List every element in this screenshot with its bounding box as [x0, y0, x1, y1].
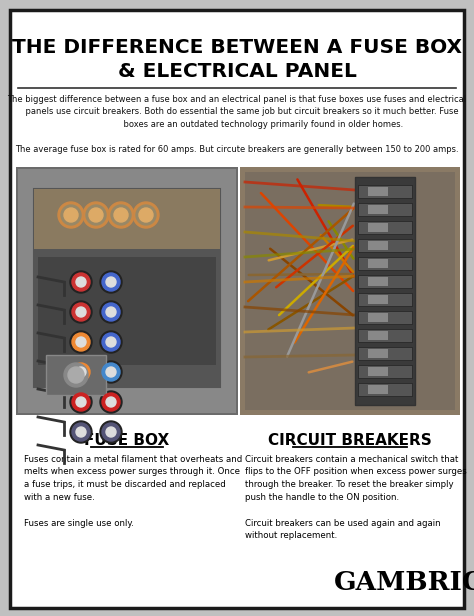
Circle shape	[102, 333, 120, 351]
Circle shape	[70, 361, 92, 383]
Bar	[368, 277, 388, 286]
Circle shape	[64, 363, 88, 387]
Circle shape	[106, 367, 116, 377]
Circle shape	[100, 421, 122, 443]
Bar	[358, 329, 412, 342]
Bar	[358, 365, 412, 378]
Bar	[368, 385, 388, 394]
Bar	[368, 349, 388, 358]
Circle shape	[64, 208, 78, 222]
Bar	[240, 167, 460, 415]
Circle shape	[72, 303, 90, 321]
Bar	[368, 259, 388, 268]
Text: Fuses contain a metal filament that overheats and
melts when excess power surges: Fuses contain a metal filament that over…	[24, 455, 242, 501]
Circle shape	[72, 333, 90, 351]
Circle shape	[76, 337, 86, 347]
Bar	[46, 355, 106, 395]
Circle shape	[86, 205, 106, 225]
Circle shape	[58, 202, 84, 228]
Text: The average fuse box is rated for 60 amps. But circute breakers are generally be: The average fuse box is rated for 60 amp…	[15, 145, 459, 154]
Circle shape	[102, 273, 120, 291]
Circle shape	[133, 202, 159, 228]
Text: FUSE BOX: FUSE BOX	[84, 433, 170, 448]
Circle shape	[100, 391, 122, 413]
Bar	[358, 203, 412, 216]
Circle shape	[100, 271, 122, 293]
Circle shape	[72, 393, 90, 411]
Circle shape	[106, 427, 116, 437]
Text: Circuit breakers can be used again and again
without replacement.: Circuit breakers can be used again and a…	[245, 519, 441, 540]
Bar	[38, 257, 216, 365]
Circle shape	[76, 397, 86, 407]
Bar	[358, 275, 412, 288]
Circle shape	[100, 331, 122, 353]
Bar	[368, 367, 388, 376]
Circle shape	[106, 307, 116, 317]
Circle shape	[102, 363, 120, 381]
Bar	[245, 172, 455, 410]
Bar	[358, 185, 412, 198]
Bar	[358, 311, 412, 324]
Text: THE DIFFERENCE BETWEEN A FUSE BOX: THE DIFFERENCE BETWEEN A FUSE BOX	[12, 38, 462, 57]
Bar	[358, 239, 412, 252]
Circle shape	[72, 363, 90, 381]
Circle shape	[70, 391, 92, 413]
Text: & ELECTRICAL PANEL: & ELECTRICAL PANEL	[118, 62, 356, 81]
Circle shape	[68, 367, 84, 383]
Circle shape	[111, 205, 131, 225]
Bar	[358, 293, 412, 306]
Circle shape	[83, 202, 109, 228]
Bar	[34, 189, 220, 249]
Bar	[368, 223, 388, 232]
Circle shape	[89, 208, 103, 222]
Bar	[368, 295, 388, 304]
Circle shape	[139, 208, 153, 222]
Circle shape	[106, 337, 116, 347]
Bar	[368, 187, 388, 196]
Circle shape	[76, 277, 86, 287]
Bar	[358, 347, 412, 360]
Text: CIRCUIT BREAKERS: CIRCUIT BREAKERS	[268, 433, 432, 448]
Circle shape	[114, 208, 128, 222]
Circle shape	[100, 301, 122, 323]
Circle shape	[72, 423, 90, 441]
Bar	[368, 205, 388, 214]
Circle shape	[76, 427, 86, 437]
Circle shape	[72, 273, 90, 291]
Circle shape	[136, 205, 156, 225]
Circle shape	[102, 393, 120, 411]
Circle shape	[70, 301, 92, 323]
Bar	[18, 169, 236, 413]
Bar	[358, 383, 412, 396]
Circle shape	[102, 423, 120, 441]
Circle shape	[108, 202, 134, 228]
Text: The biggest difference between a fuse box and an electrical panel is that fuse b: The biggest difference between a fuse bo…	[8, 95, 466, 129]
Circle shape	[106, 277, 116, 287]
Text: Circuit breakers contain a mechanical switch that
flips to the OFF position when: Circuit breakers contain a mechanical sw…	[245, 455, 467, 501]
Bar	[34, 189, 220, 387]
Circle shape	[106, 397, 116, 407]
Circle shape	[76, 307, 86, 317]
Bar	[16, 167, 238, 415]
Circle shape	[70, 271, 92, 293]
Text: GAMBRICK: GAMBRICK	[334, 570, 474, 595]
Bar	[358, 257, 412, 270]
Text: Fuses are single use only.: Fuses are single use only.	[24, 519, 134, 528]
Bar	[368, 241, 388, 250]
Circle shape	[61, 205, 81, 225]
Bar	[368, 331, 388, 340]
Bar	[355, 177, 415, 405]
Circle shape	[76, 367, 86, 377]
Circle shape	[70, 421, 92, 443]
Circle shape	[102, 303, 120, 321]
Bar	[358, 221, 412, 234]
Circle shape	[70, 331, 92, 353]
Circle shape	[100, 361, 122, 383]
Bar	[368, 313, 388, 322]
